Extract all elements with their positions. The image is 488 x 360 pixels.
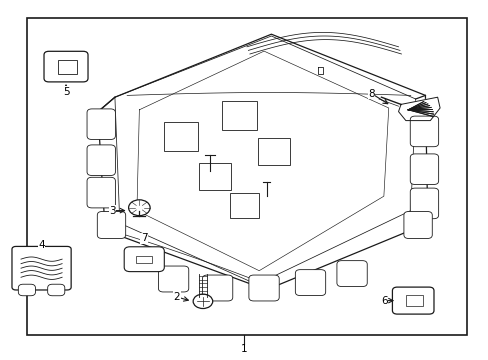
- Polygon shape: [98, 34, 427, 290]
- FancyBboxPatch shape: [409, 154, 438, 184]
- Bar: [27, 18, 466, 335]
- FancyBboxPatch shape: [391, 287, 433, 314]
- FancyBboxPatch shape: [48, 284, 64, 296]
- Text: 1: 1: [241, 344, 247, 354]
- Bar: [222, 101, 256, 130]
- Circle shape: [193, 294, 212, 309]
- Text: 6: 6: [380, 296, 387, 306]
- FancyBboxPatch shape: [87, 177, 115, 208]
- FancyBboxPatch shape: [44, 51, 88, 82]
- FancyBboxPatch shape: [12, 246, 71, 290]
- FancyBboxPatch shape: [202, 275, 232, 301]
- Text: 4: 4: [38, 240, 45, 250]
- FancyBboxPatch shape: [87, 145, 115, 175]
- Bar: [199, 163, 230, 190]
- Bar: [163, 122, 198, 151]
- FancyBboxPatch shape: [403, 211, 431, 239]
- Bar: [258, 138, 289, 165]
- FancyBboxPatch shape: [124, 247, 164, 271]
- FancyBboxPatch shape: [19, 284, 36, 296]
- FancyBboxPatch shape: [87, 109, 115, 139]
- Text: 8: 8: [367, 89, 374, 99]
- FancyBboxPatch shape: [336, 261, 366, 287]
- FancyBboxPatch shape: [409, 188, 438, 219]
- FancyBboxPatch shape: [295, 270, 325, 296]
- Bar: [229, 193, 259, 218]
- Text: 3: 3: [109, 206, 116, 216]
- Polygon shape: [398, 97, 439, 121]
- Text: 7: 7: [141, 233, 147, 243]
- Bar: [136, 256, 152, 263]
- Circle shape: [128, 200, 150, 216]
- FancyBboxPatch shape: [158, 266, 188, 292]
- Bar: [58, 59, 77, 74]
- Bar: [405, 295, 423, 306]
- Text: 5: 5: [62, 87, 69, 97]
- FancyBboxPatch shape: [97, 211, 125, 239]
- FancyBboxPatch shape: [248, 275, 279, 301]
- Text: 2: 2: [173, 292, 180, 302]
- FancyBboxPatch shape: [409, 116, 438, 147]
